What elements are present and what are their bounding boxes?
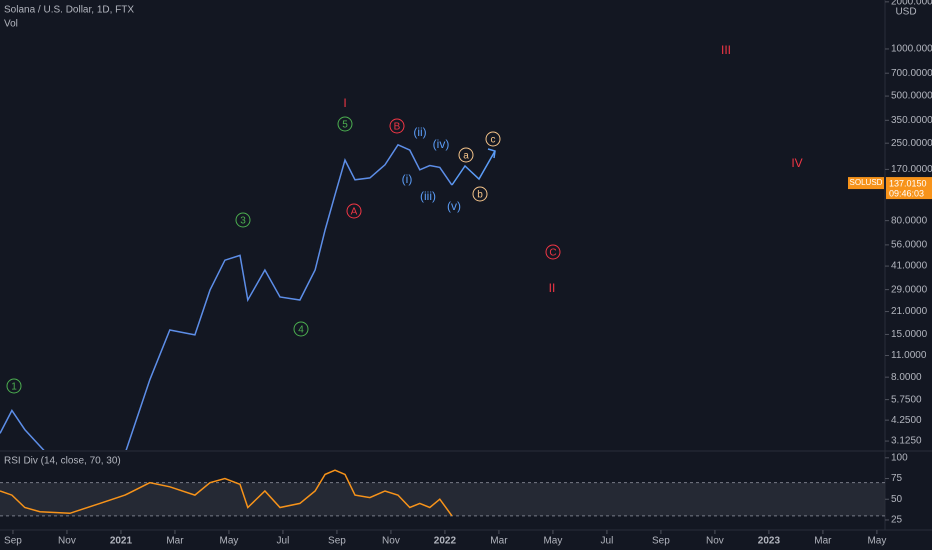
- x-tick-label: Nov: [706, 536, 724, 547]
- wave-label: III: [721, 43, 731, 57]
- chart-subtitle: Vol: [4, 19, 18, 30]
- y-tick-label: 1000.0000: [891, 44, 932, 55]
- wave-label: (v): [447, 199, 461, 213]
- price-line: [0, 469, 453, 517]
- y-tick-label: 500.0000: [891, 91, 932, 102]
- wave-label: 1: [11, 382, 17, 393]
- series-group: [0, 143, 453, 450]
- annotation-circle: [458, 147, 474, 163]
- rsi-y-tick-label: 100: [891, 452, 908, 463]
- x-tick-label: Jul: [277, 536, 290, 547]
- y-tick-label: 80.0000: [891, 215, 928, 226]
- price-line: [0, 143, 453, 450]
- annotation-circle: [485, 131, 501, 147]
- y-tick-label: 2000.0000: [891, 0, 932, 7]
- y-tick-label: 170.0000: [891, 164, 932, 175]
- annotation-circle: [389, 118, 405, 134]
- y-tick-label: 3.1250: [891, 436, 922, 447]
- x-tick-label: May: [219, 536, 238, 547]
- wave-label: (iii): [420, 189, 436, 203]
- x-tick-label: May: [867, 536, 886, 547]
- wave-label: a: [463, 151, 469, 162]
- y-tick-label: 11.0000: [891, 350, 927, 361]
- series-group: [0, 469, 453, 517]
- symbol-tag-label: SOLUSD: [850, 178, 883, 187]
- projection-path: [451, 150, 496, 186]
- x-tick-label: Sep: [652, 536, 670, 547]
- x-tick-label: 2021: [110, 536, 133, 547]
- wave-label: B: [394, 122, 401, 133]
- price-tag-value: 137.0150: [889, 178, 927, 188]
- wave-label: (i): [402, 172, 413, 186]
- x-tick-label: Nov: [58, 536, 76, 547]
- symbol-tag: [848, 177, 884, 190]
- unit-label: USD: [895, 7, 916, 18]
- x-tick-label: 2022: [434, 536, 457, 547]
- wave-label: (iv): [433, 137, 450, 151]
- y-tick-label: 700.0000: [891, 68, 932, 79]
- wave-label: C: [549, 248, 556, 259]
- y-tick-label: 56.0000: [891, 240, 928, 251]
- projection-arrow: [487, 148, 496, 159]
- rsi-y-tick-label: 75: [891, 473, 903, 484]
- x-tick-label: 2023: [758, 536, 781, 547]
- wave-label: 3: [240, 216, 246, 227]
- chart-title: Solana / U.S. Dollar, 1D, FTX: [4, 5, 134, 16]
- annotation-circle: [337, 116, 353, 132]
- y-tick-label: 250.0000: [891, 138, 932, 149]
- x-tick-label: Nov: [382, 536, 400, 547]
- y-tick-label: 21.0000: [891, 306, 928, 317]
- price-tag: [886, 177, 932, 200]
- y-tick-label: 8.0000: [891, 372, 922, 383]
- x-tick-label: Sep: [328, 536, 346, 547]
- x-tick-label: Mar: [490, 536, 508, 547]
- x-tick-label: Jul: [601, 536, 614, 547]
- wave-label: II: [549, 281, 556, 295]
- x-tick-label: Mar: [166, 536, 184, 547]
- annotation-circle: [235, 212, 251, 228]
- y-tick-label: 41.0000: [891, 261, 928, 272]
- price-tag-countdown: 09:46:03: [889, 188, 924, 198]
- wave-label: (ii): [413, 125, 426, 139]
- wave-label: 5: [342, 120, 348, 131]
- annotation-circle: [6, 378, 22, 394]
- y-tick-label: 4.2500: [891, 415, 922, 426]
- y-tick-label: 350.0000: [891, 115, 932, 126]
- rsi-band: [0, 482, 885, 516]
- y-tick-label: 15.0000: [891, 329, 928, 340]
- annotation-circle: [472, 186, 488, 202]
- wave-label: IV: [791, 156, 802, 170]
- rsi-y-tick-label: 25: [891, 515, 903, 526]
- wave-label: c: [491, 135, 496, 146]
- x-tick-label: Mar: [814, 536, 832, 547]
- x-tick-label: Sep: [4, 536, 22, 547]
- x-tick-label: May: [543, 536, 562, 547]
- wave-label: A: [351, 207, 358, 218]
- annotation-circle: [545, 244, 561, 260]
- annotation-circle: [293, 321, 309, 337]
- annotation-circle: [346, 203, 362, 219]
- y-tick-label: 29.0000: [891, 284, 928, 295]
- y-tick-label: 5.7500: [891, 394, 922, 405]
- rsi-title: RSI Div (14, close, 70, 30): [4, 456, 121, 467]
- rsi-y-tick-label: 50: [891, 494, 903, 505]
- wave-label: 4: [298, 325, 304, 336]
- wave-label: b: [477, 190, 483, 201]
- wave-label: I: [343, 96, 346, 110]
